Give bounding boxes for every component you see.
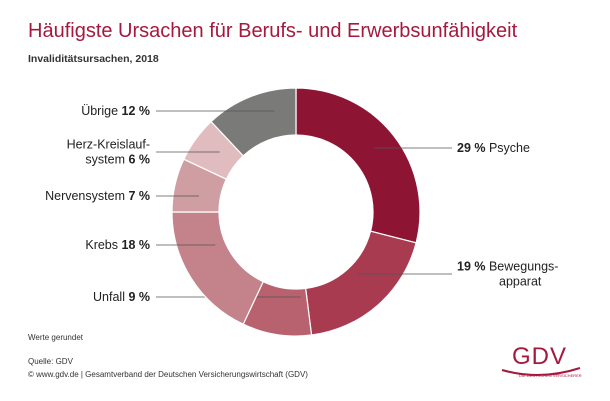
label-psyche: 29 % Psyche	[457, 141, 530, 155]
logo-swoosh	[501, 367, 581, 377]
slice-übrige	[210, 87, 297, 157]
label-herz-kreislaufsystem: Herz-Kreislauf-system 6 %	[67, 138, 150, 167]
logo-text: GDV	[512, 343, 568, 370]
label-nervensystem: Nervensystem 7 %	[45, 189, 150, 203]
source-line: Quelle: GDV	[28, 357, 73, 366]
chart-title: Häufigste Ursachen für Berufs- und Erwer…	[28, 20, 518, 42]
source-info: Quelle: GDV © www.gdv.de | Gesamtverband…	[28, 355, 308, 381]
copyright-line: © www.gdv.de | Gesamtverband der Deutsch…	[28, 370, 308, 379]
label-krebs: Krebs 18 %	[85, 238, 150, 252]
label-bewegungsapparat: 19 % Bewegungs-apparat	[457, 260, 558, 289]
footnote: Werte gerundet	[28, 333, 83, 342]
chart-subtitle: Invaliditätsursachen, 2018	[28, 53, 159, 65]
slice-psyche	[295, 87, 421, 244]
slice-krebs	[171, 211, 265, 325]
label-unfall: Unfall 9 %	[93, 290, 150, 304]
logo-tagline: DIE DEUTSCHEN VERSICHERER	[519, 373, 582, 378]
slice-bewegungsapparat	[304, 230, 417, 336]
gdv-logo: GDV DIE DEUTSCHEN VERSICHERER	[500, 341, 582, 381]
label-übrige: Übrige 12 %	[81, 104, 150, 118]
